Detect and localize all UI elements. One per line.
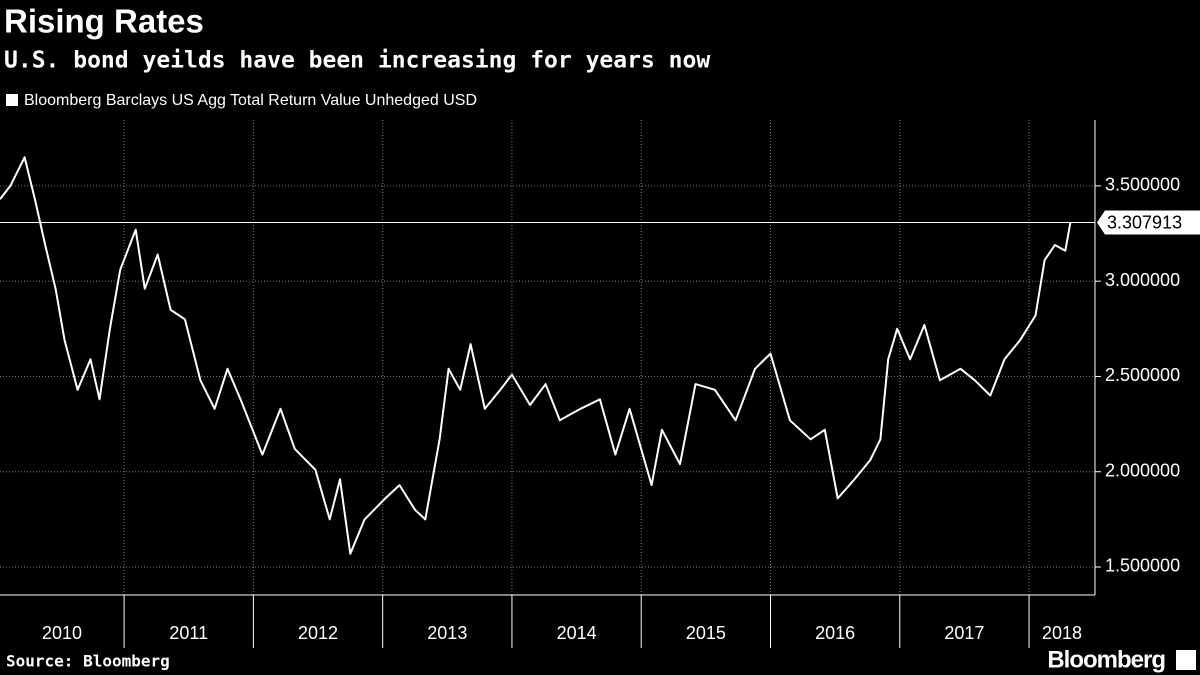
x-tick-label: 2010 <box>42 623 82 643</box>
x-tick-label: 2017 <box>944 623 984 643</box>
x-tick-label: 2015 <box>686 623 726 643</box>
y-tick-label: 3.000000 <box>1105 270 1180 290</box>
x-tick-label: 2012 <box>298 623 338 643</box>
chart-subtitle: U.S. bond yeilds have been increasing fo… <box>4 48 710 74</box>
x-tick-label: 2014 <box>557 623 597 643</box>
x-tick-label: 2011 <box>169 623 208 643</box>
y-tick-label: 3.500000 <box>1105 175 1180 195</box>
legend-marker <box>6 94 18 106</box>
x-tick-label: 2018 <box>1042 623 1082 643</box>
source: Source: Bloomberg <box>6 652 170 671</box>
series-line <box>0 156 1072 555</box>
y-tick-label: 1.500000 <box>1105 556 1180 576</box>
y-tick-label: 2.500000 <box>1105 365 1180 385</box>
y-tick-label: 2.000000 <box>1105 460 1180 480</box>
x-tick-label: 2013 <box>427 623 467 643</box>
last-value-tag <box>1097 210 1200 235</box>
last-value-label: 3.307913 <box>1107 212 1182 232</box>
chart-title: Rising Rates <box>4 3 204 40</box>
x-tick-label: 2016 <box>815 623 855 643</box>
legend-label: Bloomberg Barclays US Agg Total Return V… <box>24 92 477 109</box>
brand-icon <box>1176 650 1196 670</box>
brand: Bloomberg <box>1047 646 1165 673</box>
